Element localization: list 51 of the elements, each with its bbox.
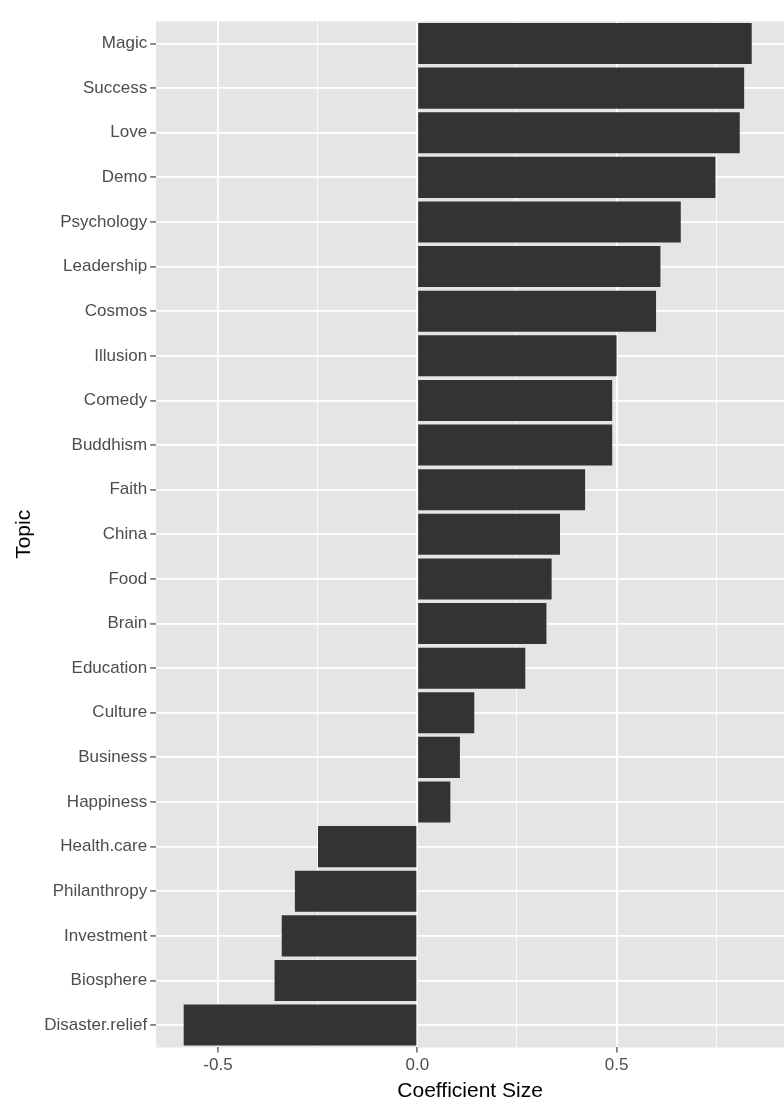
y-tick-label: Happiness xyxy=(66,791,148,811)
bar xyxy=(418,736,460,778)
bar xyxy=(418,246,661,288)
y-tick-label: Cosmos xyxy=(84,300,148,320)
x-tick-label: 0.0 xyxy=(405,1055,430,1075)
bar xyxy=(294,870,417,912)
y-tick-label: Brain xyxy=(107,613,148,633)
y-tick-label: Demo xyxy=(101,167,148,187)
x-tick-label: -0.5 xyxy=(203,1055,233,1075)
y-tick-label: Leadership xyxy=(63,256,148,276)
bar xyxy=(274,959,417,1001)
bar xyxy=(318,826,417,868)
x-tick-label: 0.5 xyxy=(604,1055,629,1075)
bar xyxy=(418,335,617,377)
y-tick-label: Philanthropy xyxy=(52,880,148,900)
bar xyxy=(183,1004,417,1046)
y-tick-label: Investment xyxy=(64,925,148,945)
y-tick-label: Business xyxy=(78,747,148,767)
y-tick-label: Faith xyxy=(109,479,148,499)
y-tick-label: China xyxy=(102,523,148,543)
y-tick-label: Magic xyxy=(101,33,148,53)
bar xyxy=(418,647,526,689)
bar xyxy=(418,692,475,734)
bar xyxy=(418,603,547,645)
bar xyxy=(281,915,417,957)
y-tick-label: Psychology xyxy=(60,211,148,231)
bar xyxy=(418,558,552,600)
bar xyxy=(418,67,745,109)
y-tick-label: Culture xyxy=(92,702,148,722)
x-axis-title: Coefficient Size xyxy=(397,1078,543,1102)
y-tick-label: Biosphere xyxy=(70,970,148,990)
y-tick-label: Buddhism xyxy=(71,434,148,454)
bar xyxy=(418,290,657,332)
y-axis-title: Topic xyxy=(11,509,35,559)
y-tick-label: Success xyxy=(82,77,148,97)
bar xyxy=(418,513,560,555)
y-tick-label: Health.care xyxy=(60,836,148,856)
y-tick-label: Food xyxy=(108,568,148,588)
bar xyxy=(418,781,451,823)
y-tick-label: Education xyxy=(71,657,148,677)
bar xyxy=(418,156,716,198)
bar xyxy=(418,379,613,421)
bar xyxy=(418,22,752,65)
bar xyxy=(418,201,681,243)
y-tick-label: Disaster.relief xyxy=(44,1014,148,1034)
y-tick-label: Illusion xyxy=(94,345,148,365)
y-tick-label: Comedy xyxy=(83,390,148,410)
bar xyxy=(418,112,740,154)
y-tick-label: Love xyxy=(110,122,148,142)
bar xyxy=(418,424,613,466)
bar xyxy=(418,469,586,511)
